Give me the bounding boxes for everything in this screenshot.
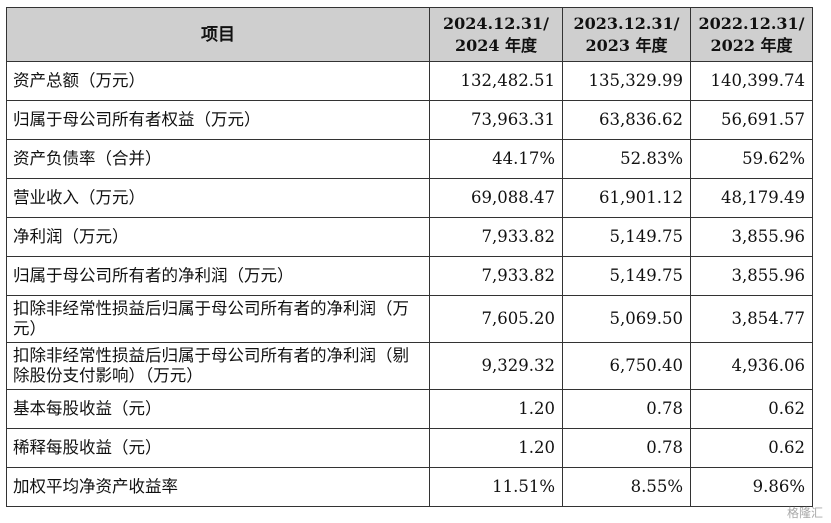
cell-2024: 7,933.82 (429, 256, 563, 296)
table-row: 资产负债率（合并） 44.17% 52.83% 59.62% (6, 139, 813, 179)
row-label: 稀释每股收益（元） (6, 428, 430, 468)
cell-2022: 59.62% (690, 139, 813, 179)
cell-2024: 1.20 (429, 428, 563, 468)
cell-2022: 9.86% (690, 467, 813, 507)
header-2022: 2022.12.31/ 2022 年度 (690, 7, 813, 62)
table-row: 净利润（万元） 7,933.82 5,149.75 3,855.96 (6, 217, 813, 257)
row-label: 净利润（万元） (6, 217, 430, 257)
row-label: 扣除非经常性损益后归属于母公司所有者的净利润（万元） (6, 295, 430, 343)
header-2023-year: 2023 年度 (585, 35, 668, 55)
table-row: 营业收入（万元） 69,088.47 61,901.12 48,179.49 (6, 178, 813, 218)
cell-2022: 4,936.06 (690, 342, 813, 390)
cell-2023: 8.55% (562, 467, 691, 507)
cell-2023: 61,901.12 (562, 178, 691, 218)
cell-2023: 5,069.50 (562, 295, 691, 343)
cell-2024: 132,482.51 (429, 61, 563, 101)
cell-2022: 48,179.49 (690, 178, 813, 218)
cell-2022: 0.62 (690, 428, 813, 468)
cell-2024: 7,933.82 (429, 217, 563, 257)
financial-data-table: 项目 2024.12.31/ 2024 年度 2023.12.31/ 2023 … (6, 7, 813, 507)
table-row: 归属于母公司所有者的净利润（万元） 7,933.82 5,149.75 3,85… (6, 256, 813, 296)
header-2024: 2024.12.31/ 2024 年度 (429, 7, 563, 62)
cell-2024: 44.17% (429, 139, 563, 179)
cell-2023: 5,149.75 (562, 217, 691, 257)
cell-2024: 1.20 (429, 389, 563, 429)
row-label: 基本每股收益（元） (6, 389, 430, 429)
table-row: 加权平均净资产收益率 11.51% 8.55% 9.86% (6, 467, 813, 507)
header-2023: 2023.12.31/ 2023 年度 (562, 7, 691, 62)
table-row: 资产总额（万元） 132,482.51 135,329.99 140,399.7… (6, 61, 813, 101)
cell-2023: 63,836.62 (562, 100, 691, 140)
cell-2022: 3,854.77 (690, 295, 813, 343)
table-header-row: 项目 2024.12.31/ 2024 年度 2023.12.31/ 2023 … (6, 7, 813, 62)
table-row: 稀释每股收益（元） 1.20 0.78 0.62 (6, 428, 813, 468)
header-2024-date: 2024.12.31/ (442, 13, 550, 33)
table-row: 扣除非经常性损益后归属于母公司所有者的净利润（剔除股份支付影响）（万元） 9,3… (6, 342, 813, 390)
cell-2023: 52.83% (562, 139, 691, 179)
row-label: 资产负债率（合并） (6, 139, 430, 179)
cell-2023: 5,149.75 (562, 256, 691, 296)
cell-2023: 135,329.99 (562, 61, 691, 101)
cell-2024: 11.51% (429, 467, 563, 507)
cell-2022: 56,691.57 (690, 100, 813, 140)
cell-2024: 69,088.47 (429, 178, 563, 218)
cell-2024: 9,329.32 (429, 342, 563, 390)
cell-2023: 6,750.40 (562, 342, 691, 390)
cell-2022: 3,855.96 (690, 256, 813, 296)
row-label: 营业收入（万元） (6, 178, 430, 218)
table-row: 基本每股收益（元） 1.20 0.78 0.62 (6, 389, 813, 429)
header-2022-date: 2022.12.31/ (698, 13, 805, 33)
header-2023-date: 2023.12.31/ (573, 13, 680, 33)
row-label: 扣除非经常性损益后归属于母公司所有者的净利润（剔除股份支付影响）（万元） (6, 342, 430, 390)
cell-2023: 0.78 (562, 389, 691, 429)
cell-2022: 0.62 (690, 389, 813, 429)
header-2022-year: 2022 年度 (710, 35, 793, 55)
watermark-logo: 格隆汇 (786, 506, 823, 520)
cell-2023: 0.78 (562, 428, 691, 468)
cell-2024: 73,963.31 (429, 100, 563, 140)
cell-2024: 7,605.20 (429, 295, 563, 343)
cell-2022: 140,399.74 (690, 61, 813, 101)
table-row: 扣除非经常性损益后归属于母公司所有者的净利润（万元） 7,605.20 5,06… (6, 295, 813, 343)
table-row: 归属于母公司所有者权益（万元） 73,963.31 63,836.62 56,6… (6, 100, 813, 140)
header-2024-year: 2024 年度 (454, 35, 538, 55)
row-label: 归属于母公司所有者权益（万元） (6, 100, 430, 140)
row-label: 加权平均净资产收益率 (6, 467, 430, 507)
cell-2022: 3,855.96 (690, 217, 813, 257)
row-label: 归属于母公司所有者的净利润（万元） (6, 256, 430, 296)
header-item: 项目 (6, 7, 430, 62)
row-label: 资产总额（万元） (6, 61, 430, 101)
